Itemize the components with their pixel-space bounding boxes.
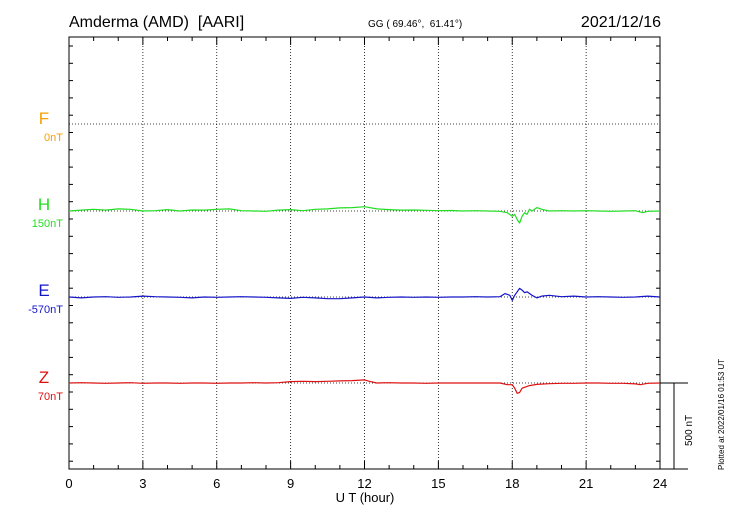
x-tick-label: 9 [287, 476, 294, 491]
x-tick-label: 12 [357, 476, 371, 491]
plotted-timestamp: Plotted at 2022/01/16 01:53 UT [717, 359, 726, 470]
x-tick-label: 6 [213, 476, 220, 491]
x-tick-label: 24 [653, 476, 667, 491]
axis-ticks [68, 37, 661, 469]
x-tick-label: 18 [505, 476, 519, 491]
series-line-z [68, 379, 661, 394]
x-tick-label: 15 [431, 476, 445, 491]
x-tick-labels: 0 3 6 9 12 15 18 21 24 [65, 476, 667, 491]
series-line-h [68, 206, 661, 224]
chart-date: 2021/12/16 [581, 14, 661, 31]
series-name-label: H [38, 195, 50, 214]
series-baseline-label: -570nT [28, 304, 63, 316]
station-title: Amderma (AMD) [AARI] [69, 14, 244, 31]
series-lines [68, 206, 661, 394]
series-labels: F 0nT H 150nT E -570nT Z 70nT [28, 109, 63, 403]
x-tick-label: 3 [139, 476, 146, 491]
scale-bar-label: 500 nT [684, 415, 695, 446]
station-coordinates: GG ( 69.46°, 61.41°) [368, 19, 462, 30]
series-baseline-label: 70nT [38, 391, 63, 403]
series-name-label: E [38, 281, 49, 300]
x-axis-label: U T (hour) [336, 490, 395, 505]
series-line-e [68, 287, 661, 301]
series-name-label: F [39, 109, 49, 128]
series-name-label: Z [39, 368, 49, 387]
series-baseline-label: 150nT [32, 218, 63, 230]
x-tick-label: 21 [579, 476, 593, 491]
x-tick-label: 0 [65, 476, 72, 491]
scale-bar: 500 nT [660, 382, 695, 470]
series-baseline-label: 0nT [44, 132, 63, 144]
grid [69, 37, 660, 469]
